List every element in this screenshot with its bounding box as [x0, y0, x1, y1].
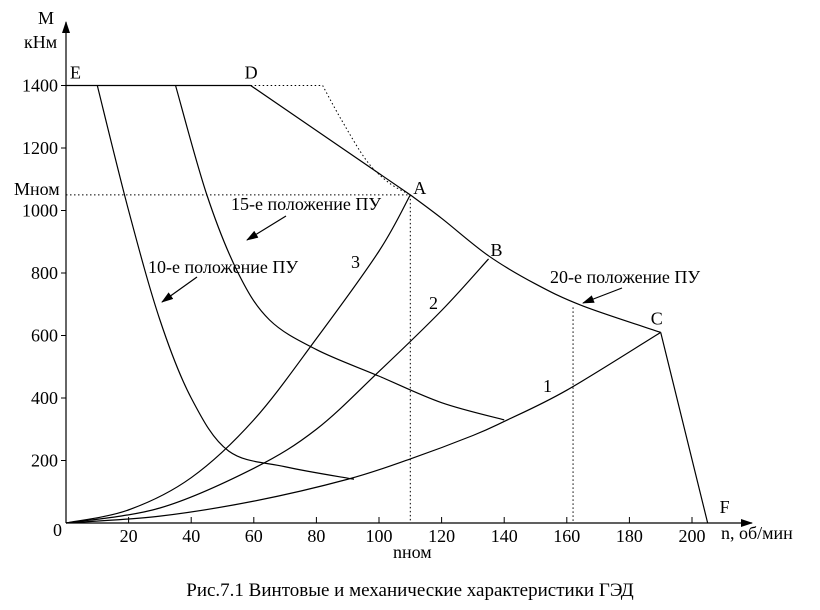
series-line-limit-5	[250, 85, 709, 524]
figure-caption: Рис.7.1 Винтовые и механические характер…	[186, 580, 634, 601]
y-tick-label: 400	[31, 388, 58, 408]
y-tick-label: 1400	[22, 76, 58, 96]
y-axis-label-line1: М	[38, 8, 54, 28]
dotted-branch-curve	[322, 85, 411, 196]
dashed-lines	[66, 85, 574, 523]
point-label-B: B	[491, 240, 503, 260]
series-line-propeller-1	[65, 258, 489, 524]
y-tick-label: 800	[31, 263, 58, 283]
curve-2-label: 2	[429, 293, 438, 313]
x-tick-label: 200	[679, 526, 706, 546]
pos-20-label: 20-е положение ПУ	[550, 267, 700, 287]
x-tick-label: 20	[120, 526, 138, 546]
point-labels: E D A B C F	[70, 63, 730, 518]
series-line-control-4	[174, 85, 505, 421]
x-tick-label: 80	[307, 526, 325, 546]
y-axis-label-line2: кНм	[24, 32, 57, 52]
curve-3-label: 3	[351, 252, 360, 272]
curves	[65, 84, 709, 524]
x-tick-label: 120	[428, 526, 455, 546]
m-nom-label: Мном	[14, 179, 60, 199]
series-line-propeller-2	[65, 194, 411, 524]
x-tick-label: 60	[245, 526, 263, 546]
pos-10-arrow	[161, 276, 198, 303]
series-line-control-3	[96, 85, 355, 480]
pos-20-arrow	[582, 287, 623, 304]
y-tick-label: 200	[31, 451, 58, 471]
x-ticks: 20 40 60 80 100 120 140 160 180 200	[120, 517, 706, 546]
y-tick-label: 1000	[22, 201, 58, 221]
curve-1-label: 1	[543, 376, 552, 396]
series-line-propeller-0	[65, 331, 662, 524]
y-ticks: 200 400 600 800 1000 1200 1400	[22, 76, 66, 471]
y-tick-label: 1200	[22, 138, 58, 158]
x-tick-label: 100	[366, 526, 393, 546]
point-label-F: F	[720, 497, 730, 517]
x-tick-label: 160	[553, 526, 580, 546]
x-axis-label: n, об/мин	[721, 523, 793, 543]
point-label-D: D	[245, 63, 258, 83]
origin-label: 0	[53, 520, 62, 540]
x-tick-label: 180	[616, 526, 643, 546]
x-tick-label: 140	[491, 526, 518, 546]
point-label-A: A	[413, 178, 426, 198]
y-tick-label: 600	[31, 326, 58, 346]
point-label-E: E	[70, 63, 81, 83]
x-tick-label: 40	[182, 526, 200, 546]
point-label-C: C	[651, 308, 663, 328]
pos-15-arrow	[246, 215, 287, 241]
pos-10-label: 10-е положение ПУ	[148, 257, 298, 277]
n-nom-label: nном	[393, 542, 432, 562]
pos-15-label: 15-е положение ПУ	[231, 194, 381, 214]
